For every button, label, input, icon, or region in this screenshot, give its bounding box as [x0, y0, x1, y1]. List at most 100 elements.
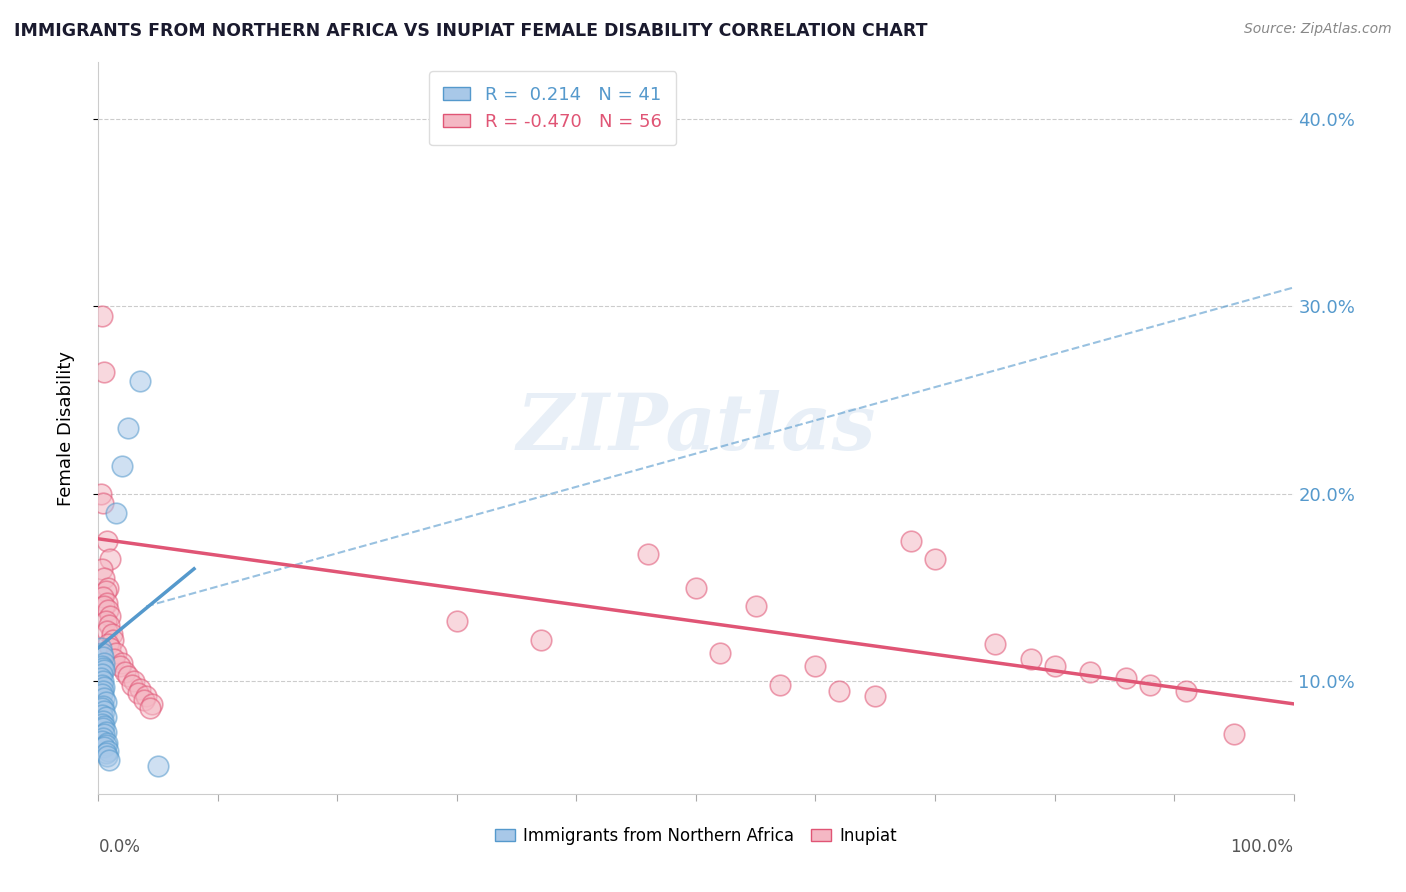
Point [91, 309, 114, 323]
Point [91, 683, 114, 698]
Point [91, 698, 114, 713]
Point [124, 674, 146, 689]
Text: 100.0%: 100.0% [1230, 838, 1294, 855]
Point [129, 374, 152, 388]
Point [637, 547, 659, 561]
Point [117, 421, 139, 435]
Point [101, 633, 124, 648]
Y-axis label: Female Disability: Female Disability [56, 351, 75, 506]
Point [129, 681, 152, 696]
Point [1223, 727, 1246, 741]
Point [93, 739, 115, 754]
Point [93, 691, 115, 706]
Point [94, 695, 117, 709]
Point [984, 637, 1007, 651]
Point [91, 721, 114, 735]
Point [446, 615, 468, 629]
Point [900, 533, 922, 548]
Point [141, 697, 163, 711]
Point [111, 458, 134, 473]
Point [103, 652, 125, 666]
Point [139, 700, 162, 714]
Point [97, 637, 120, 651]
Text: Source: ZipAtlas.com: Source: ZipAtlas.com [1244, 22, 1392, 37]
Point [91, 674, 114, 689]
Point [96, 624, 118, 638]
Point [94, 710, 117, 724]
Point [111, 656, 134, 670]
Point [924, 552, 946, 566]
Point [105, 646, 128, 660]
Point [1019, 652, 1042, 666]
Point [1043, 659, 1066, 673]
Point [94, 584, 117, 599]
Point [530, 633, 553, 648]
Point [93, 680, 115, 694]
Point [97, 744, 120, 758]
Point [91, 659, 114, 673]
Point [91, 590, 114, 604]
Point [98, 618, 121, 632]
Point [96, 533, 118, 548]
Point [91, 646, 114, 660]
Point [93, 704, 115, 718]
Point [96, 596, 118, 610]
Legend: Immigrants from Northern Africa, Inupiat: Immigrants from Northern Africa, Inupiat [488, 820, 904, 851]
Point [105, 506, 128, 520]
Point [865, 690, 887, 704]
Point [90, 640, 112, 655]
Point [768, 678, 790, 692]
Text: ZIPatlas: ZIPatlas [516, 390, 876, 467]
Point [108, 659, 131, 673]
Point [98, 552, 122, 566]
Point [127, 685, 149, 699]
Point [96, 749, 118, 764]
Point [93, 719, 115, 733]
Point [91, 661, 114, 675]
Point [1115, 671, 1137, 685]
Point [1175, 683, 1198, 698]
Point [709, 646, 731, 660]
Point [91, 700, 114, 714]
Text: IMMIGRANTS FROM NORTHERN AFRICA VS INUPIAT FEMALE DISABILITY CORRELATION CHART: IMMIGRANTS FROM NORTHERN AFRICA VS INUPI… [14, 22, 928, 40]
Point [93, 656, 115, 670]
Point [121, 678, 143, 692]
Point [93, 571, 115, 585]
Point [100, 627, 122, 641]
Point [93, 365, 115, 379]
Point [828, 683, 851, 698]
Point [91, 666, 114, 681]
Point [148, 758, 170, 772]
Text: 0.0%: 0.0% [98, 838, 141, 855]
Point [91, 562, 114, 576]
Point [745, 599, 768, 614]
Point [804, 659, 827, 673]
Point [93, 663, 115, 677]
Point [91, 717, 114, 731]
Point [96, 736, 118, 750]
Point [93, 727, 115, 741]
Point [97, 581, 120, 595]
Point [1139, 678, 1161, 692]
Point [94, 738, 117, 752]
Point [132, 693, 155, 707]
Point [117, 669, 139, 683]
Point [1080, 665, 1102, 679]
Point [91, 734, 114, 748]
Point [135, 690, 157, 704]
Point [91, 650, 114, 665]
Point [94, 615, 117, 629]
Point [685, 581, 707, 595]
Point [90, 487, 112, 501]
Point [98, 640, 122, 655]
Point [91, 496, 114, 510]
Point [94, 725, 117, 739]
Point [91, 731, 114, 745]
Point [91, 678, 114, 692]
Point [91, 708, 114, 723]
Point [98, 753, 121, 767]
Point [93, 599, 115, 614]
Point [97, 603, 120, 617]
Point [91, 688, 114, 702]
Point [114, 665, 136, 679]
